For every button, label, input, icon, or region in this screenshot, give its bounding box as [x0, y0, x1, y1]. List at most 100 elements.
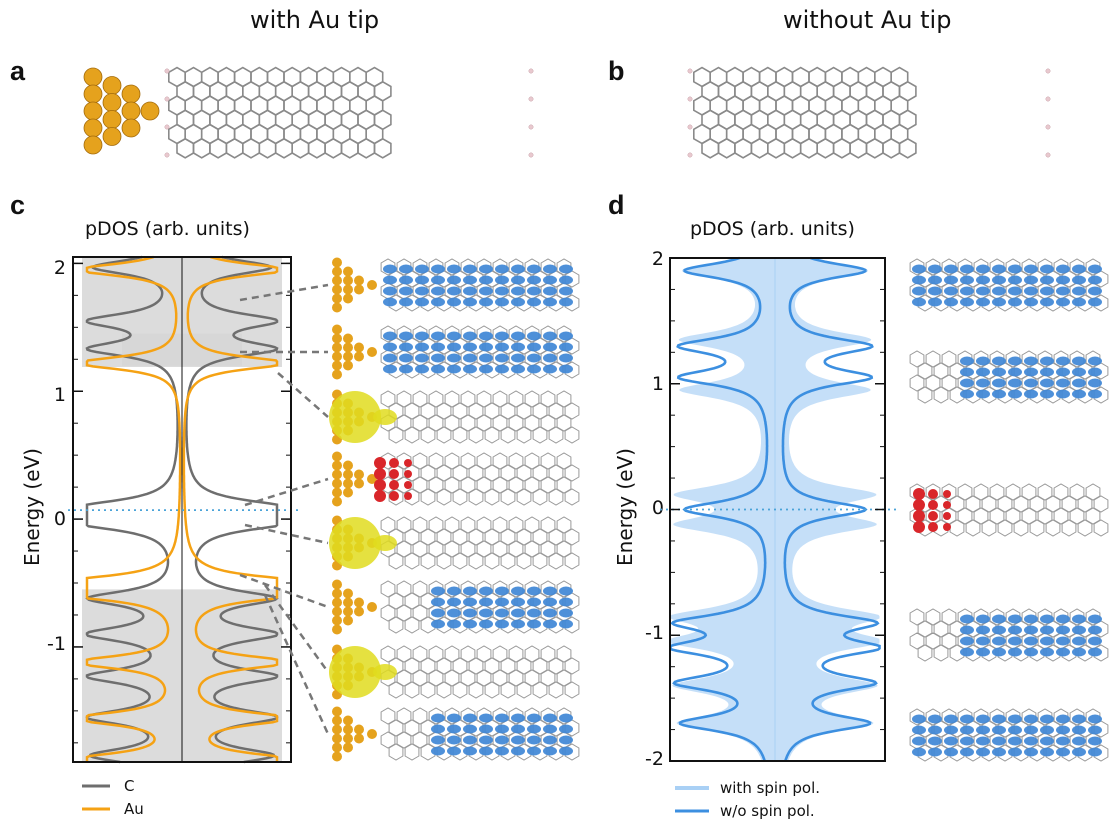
- orbital-lobe: [399, 364, 413, 374]
- orbital-lobe: [960, 625, 974, 635]
- orbital-lobe: [447, 713, 461, 723]
- orbital-lobe: [543, 297, 557, 307]
- orbital-lobe: [1008, 356, 1022, 366]
- orbital-lobe: [543, 746, 557, 756]
- orbital-lobe: [431, 264, 445, 274]
- orbital-lobe: [1040, 264, 1054, 274]
- orbital-lobe: [1008, 297, 1022, 307]
- orbital-lobe: [1024, 714, 1038, 724]
- orbital-lobe: [960, 714, 974, 724]
- orbital-lobe: [912, 714, 926, 724]
- orbital-lobe: [447, 735, 461, 745]
- orbital-lobe: [329, 517, 381, 569]
- orbital-lobe: [943, 501, 951, 509]
- orbital-lobe: [559, 275, 573, 285]
- orbital-lobe: [404, 470, 412, 478]
- graphene-ribbon: [693, 66, 917, 159]
- orbital-lobe: [495, 353, 509, 363]
- orbital-lobe: [404, 481, 412, 489]
- panel-d-ytick: -1: [645, 622, 664, 644]
- gold-atom: [332, 742, 342, 753]
- gold-atom: [343, 588, 353, 599]
- orbital-lobe: [944, 286, 958, 296]
- gold-atom: [332, 302, 342, 313]
- orbital-lobe: [399, 264, 413, 274]
- gold-atom: [83, 118, 103, 138]
- orbital-lobe: [543, 713, 557, 723]
- orbital-lobe: [944, 725, 958, 735]
- orbital-lobe: [495, 286, 509, 296]
- panel-c-pdos-plot: [68, 255, 301, 764]
- orbital-lobe: [976, 389, 990, 399]
- orbital-lobe: [415, 264, 429, 274]
- gold-atom: [367, 602, 377, 612]
- orbital-lobe: [511, 275, 525, 285]
- gold-atom: [121, 118, 141, 138]
- orbital-lobe: [559, 342, 573, 352]
- orbital-lobe: [992, 264, 1006, 274]
- orbital-lobe: [527, 297, 541, 307]
- orbital-lobe: [1056, 264, 1070, 274]
- orbital-lobe: [1088, 736, 1102, 746]
- gold-atom: [343, 715, 353, 726]
- pdos-line-c: [185, 255, 279, 764]
- orbital-lobe: [559, 724, 573, 734]
- gold-atom: [343, 469, 353, 480]
- gold-atom: [332, 588, 342, 599]
- orbital-lobe: [1024, 286, 1038, 296]
- orbital-lobe: [374, 457, 386, 469]
- orbital-lobe: [383, 342, 397, 352]
- orbital-lobe: [511, 331, 525, 341]
- panel-d-legend-swatches: [675, 786, 709, 813]
- orbital-lobe: [912, 747, 926, 757]
- orbital-lobe: [543, 608, 557, 618]
- orbital-lobe: [1056, 275, 1070, 285]
- orbital-lobe: [543, 331, 557, 341]
- orbital-lobe: [928, 489, 938, 499]
- orbital-lobe: [511, 364, 525, 374]
- header-without-au-tip: without Au tip: [783, 6, 952, 34]
- orbital-lobe: [1056, 367, 1070, 377]
- orbital-lobe: [1088, 275, 1102, 285]
- orbital-lobe: [527, 331, 541, 341]
- orbital-lobe: [928, 275, 942, 285]
- orbital-lobe: [559, 746, 573, 756]
- orbital-lobe: [928, 297, 942, 307]
- orbital-lobe: [1024, 736, 1038, 746]
- orbital-lobe: [399, 342, 413, 352]
- gold-atom: [102, 127, 122, 146]
- gold-atom: [332, 597, 342, 608]
- orbital-lobe: [479, 724, 493, 734]
- panel-d-title: pDOS (arb. units): [690, 218, 855, 240]
- orbital-lobe: [543, 342, 557, 352]
- gold-atom: [354, 597, 364, 608]
- gold-atom: [354, 342, 364, 353]
- orbital-lobe: [1008, 747, 1022, 757]
- orbital-lobe: [1024, 356, 1038, 366]
- orbital-lobe: [383, 297, 397, 307]
- panel-c-ytick: 1: [53, 384, 66, 406]
- orbital-lobe: [1024, 614, 1038, 624]
- orbital-lobe: [1008, 378, 1022, 388]
- orbital-lobe: [1008, 725, 1022, 735]
- orbital-lobe: [399, 275, 413, 285]
- orbital-lobe: [992, 378, 1006, 388]
- orbital-lobe: [527, 286, 541, 296]
- orbital-lobe: [431, 353, 445, 363]
- orbital-lobe: [976, 286, 990, 296]
- orbital-lobe: [511, 746, 525, 756]
- orbital-lobe: [431, 619, 445, 629]
- orbital-lobe: [447, 746, 461, 756]
- structure-with-au-tip: [83, 66, 534, 159]
- orbital-image-blue: [909, 350, 1109, 404]
- gold-atom: [83, 101, 103, 121]
- panel-c-ytick: -1: [47, 633, 66, 655]
- orbital-lobe: [559, 286, 573, 296]
- orbital-lobe: [463, 331, 477, 341]
- orbital-lobe: [1008, 647, 1022, 657]
- orbital-lobe: [960, 736, 974, 746]
- orbital-lobe: [431, 746, 445, 756]
- legend-label-with-spin: with spin pol.: [720, 779, 821, 797]
- orbital-lobe: [976, 356, 990, 366]
- orbital-lobe: [389, 480, 399, 490]
